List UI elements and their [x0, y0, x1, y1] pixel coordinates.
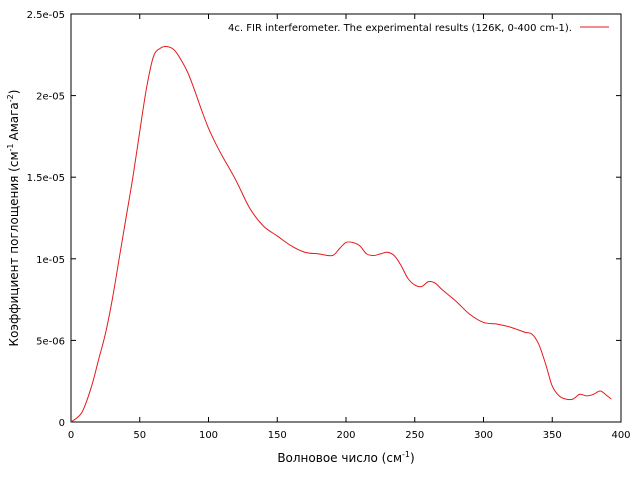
x-tick-label: 300 [474, 430, 493, 441]
x-tick-label: 350 [543, 430, 562, 441]
legend-label: 4c. FIR interferometer. The experimental… [228, 23, 572, 34]
x-tick-label: 0 [68, 430, 74, 441]
y-axis-title: Коэффициент поглощения (см-1Амага-2) [6, 90, 21, 347]
y-tick-label: 0 [59, 418, 65, 429]
series-line [70, 46, 612, 423]
y-tick-label: 1.5e-05 [27, 173, 65, 184]
y-tick-label: 2e-05 [36, 92, 65, 103]
y-tick-label: 2.5e-05 [27, 10, 65, 21]
legend: 4c. FIR interferometer. The experimental… [228, 23, 609, 34]
y-axis: 0 5e-06 1e-05 1.5e-05 2e-05 2.5e-05 [27, 10, 621, 429]
x-tick-label: 200 [336, 430, 355, 441]
y-tick-label: 1e-05 [36, 255, 65, 266]
x-axis-title: Волновое число (см-1) [277, 450, 414, 465]
x-tick-label: 150 [268, 430, 287, 441]
plot-frame [70, 13, 622, 423]
y-tick-label: 5e-06 [36, 336, 65, 347]
x-axis: 0 50 100 150 200 250 300 350 400 [68, 14, 631, 441]
x-tick-label: 50 [133, 430, 146, 441]
x-tick-label: 400 [611, 430, 630, 441]
x-tick-label: 250 [405, 430, 424, 441]
x-tick-label: 100 [199, 430, 218, 441]
